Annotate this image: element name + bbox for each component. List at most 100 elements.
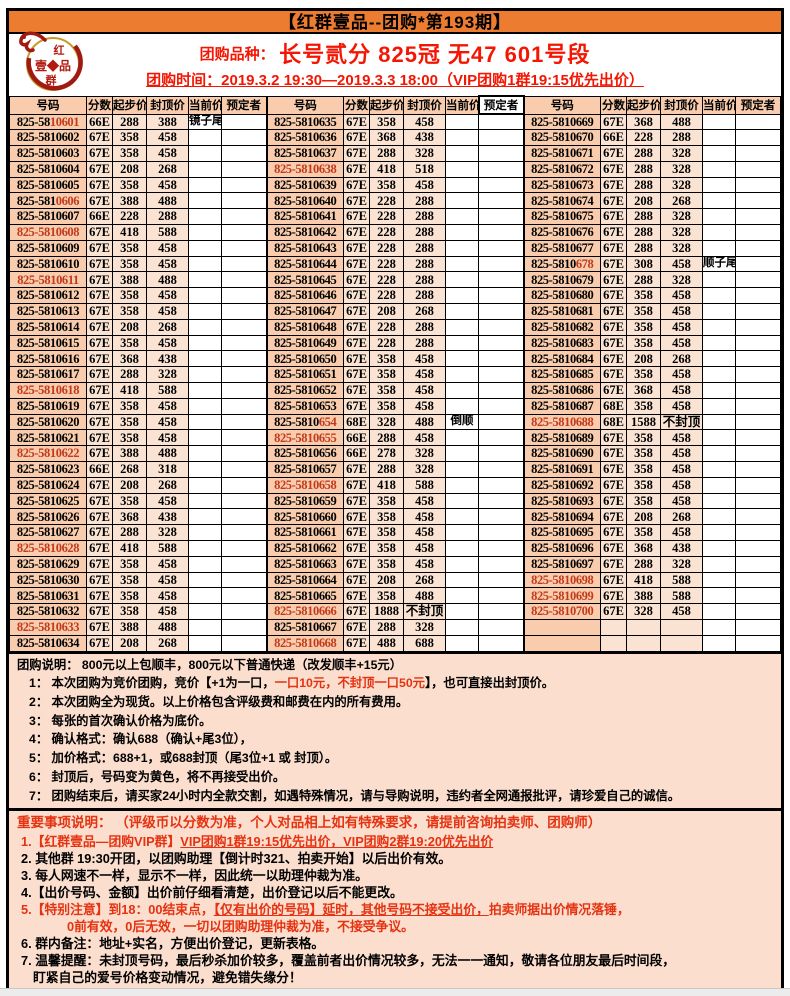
cell-score[interactable]: 67E (86, 587, 113, 605)
column-header-cap-price[interactable]: 封顶价 (660, 95, 703, 115)
cell-cap-price[interactable] (660, 619, 703, 636)
cell-reserver[interactable] (478, 271, 524, 289)
cell-cap-price[interactable]: 388 (146, 113, 189, 131)
cell-start-price[interactable]: 358 (369, 366, 404, 384)
cell-score[interactable]: 67E (343, 508, 370, 526)
cell-cap-price[interactable]: 268 (660, 192, 703, 210)
cell-score[interactable]: 67E (600, 176, 627, 194)
cell-cap-price[interactable]: 328 (403, 619, 446, 636)
cell-current-price[interactable] (702, 508, 736, 526)
cell-reserver[interactable] (735, 350, 781, 368)
cell-cap-price[interactable]: 588 (660, 587, 703, 605)
cell-start-price[interactable]: 388 (112, 192, 147, 210)
cell-cap-price[interactable]: 328 (660, 271, 703, 289)
cell-reserver[interactable] (478, 366, 524, 384)
cell-score[interactable] (600, 634, 627, 652)
cell-score[interactable]: 67E (343, 176, 370, 194)
cell-score[interactable]: 67E (86, 382, 113, 399)
cell-current-price[interactable] (188, 208, 222, 226)
cell-number[interactable]: 825-5810656 (265, 445, 344, 463)
cell-start-price[interactable]: 358 (626, 287, 661, 305)
cell-number[interactable]: 825-5810609 (9, 239, 87, 257)
cell-start-price[interactable]: 388 (112, 619, 147, 636)
cell-cap-price[interactable]: 458 (660, 524, 703, 542)
cell-cap-price[interactable]: 458 (660, 318, 703, 336)
cell-reserver[interactable] (735, 382, 781, 399)
cell-score[interactable]: 67E (343, 145, 370, 162)
cell-cap-price[interactable]: 458 (660, 476, 703, 494)
cell-number[interactable]: 825-5810675 (522, 208, 601, 226)
cell-number[interactable]: 825-5810658 (265, 476, 344, 494)
cell-reserver[interactable] (478, 571, 524, 589)
cell-current-price[interactable] (445, 334, 479, 352)
cell-score[interactable]: 67E (86, 192, 113, 210)
cell-cap-price[interactable]: 458 (146, 255, 189, 273)
cell-reserver[interactable] (478, 445, 524, 463)
cell-number[interactable]: 825-5810648 (265, 318, 344, 336)
cell-start-price[interactable]: 1888 (369, 603, 404, 620)
cell-cap-price[interactable]: 288 (403, 271, 446, 289)
cell-start-price[interactable]: 288 (626, 176, 661, 194)
cell-cap-price[interactable]: 488 (146, 271, 189, 289)
cell-score[interactable]: 67E (600, 492, 627, 510)
cell-start-price[interactable]: 418 (369, 160, 404, 178)
cell-reserver[interactable] (221, 366, 267, 384)
cell-start-price[interactable]: 288 (369, 619, 404, 636)
cell-reserver[interactable] (478, 524, 524, 542)
cell-reserver[interactable] (478, 429, 524, 447)
cell-start-price[interactable]: 358 (626, 334, 661, 352)
cell-cap-price[interactable]: 328 (660, 145, 703, 162)
cell-cap-price[interactable]: 288 (403, 318, 446, 336)
cell-score[interactable]: 67E (343, 382, 370, 399)
cell-score[interactable]: 67E (86, 555, 113, 573)
cell-score[interactable]: 67E (343, 160, 370, 178)
cell-reserver[interactable] (735, 524, 781, 542)
cell-reserver[interactable] (478, 555, 524, 573)
cell-current-price[interactable] (702, 224, 736, 241)
cell-reserver[interactable] (221, 255, 267, 273)
cell-score[interactable]: 68E (600, 397, 627, 415)
cell-reserver[interactable] (735, 429, 781, 447)
cell-cap-price[interactable]: 458 (403, 524, 446, 542)
cell-start-price[interactable]: 358 (112, 429, 147, 447)
cell-number[interactable]: 825-5810660 (265, 508, 344, 526)
cell-reserver[interactable] (478, 129, 524, 147)
cell-current-price[interactable] (702, 318, 736, 336)
cell-reserver[interactable] (221, 239, 267, 257)
cell-reserver[interactable] (735, 492, 781, 510)
cell-number[interactable]: 825-5810667 (265, 619, 344, 636)
cell-number[interactable]: 825-5810608 (9, 224, 87, 241)
cell-start-price[interactable]: 288 (626, 555, 661, 573)
cell-start-price[interactable]: 358 (369, 492, 404, 510)
cell-reserver[interactable] (221, 271, 267, 289)
cell-current-price[interactable] (702, 192, 736, 210)
cell-score[interactable]: 67E (600, 524, 627, 542)
cell-start-price[interactable]: 358 (626, 492, 661, 510)
cell-reserver[interactable] (221, 461, 267, 478)
cell-cap-price[interactable]: 488 (660, 113, 703, 131)
cell-number[interactable]: 825-5810657 (265, 461, 344, 478)
cell-cap-price[interactable] (660, 634, 703, 652)
cell-reserver[interactable] (221, 571, 267, 589)
cell-number[interactable]: 825-5810638 (265, 160, 344, 178)
cell-score[interactable]: 67E (600, 366, 627, 384)
cell-number[interactable]: 825-5810672 (522, 160, 601, 178)
cell-start-price[interactable]: 388 (112, 271, 147, 289)
cell-reserver[interactable] (735, 239, 781, 257)
cell-score[interactable]: 67E (600, 239, 627, 257)
cell-score[interactable]: 67E (600, 382, 627, 399)
cell-current-price[interactable] (445, 366, 479, 384)
cell-reserver[interactable] (735, 540, 781, 557)
cell-number[interactable]: 825-5810617 (9, 366, 87, 384)
cell-current-price[interactable] (702, 382, 736, 399)
cell-score[interactable]: 67E (600, 461, 627, 478)
cell-score[interactable]: 67E (343, 619, 370, 636)
cell-number[interactable] (522, 634, 601, 652)
cell-current-price[interactable] (445, 113, 479, 131)
cell-score[interactable]: 68E (343, 413, 370, 431)
cell-score[interactable]: 67E (343, 334, 370, 352)
cell-cap-price[interactable]: 458 (403, 366, 446, 384)
cell-score[interactable]: 67E (86, 145, 113, 162)
cell-current-price[interactable] (188, 540, 222, 557)
cell-start-price[interactable]: 288 (369, 429, 404, 447)
